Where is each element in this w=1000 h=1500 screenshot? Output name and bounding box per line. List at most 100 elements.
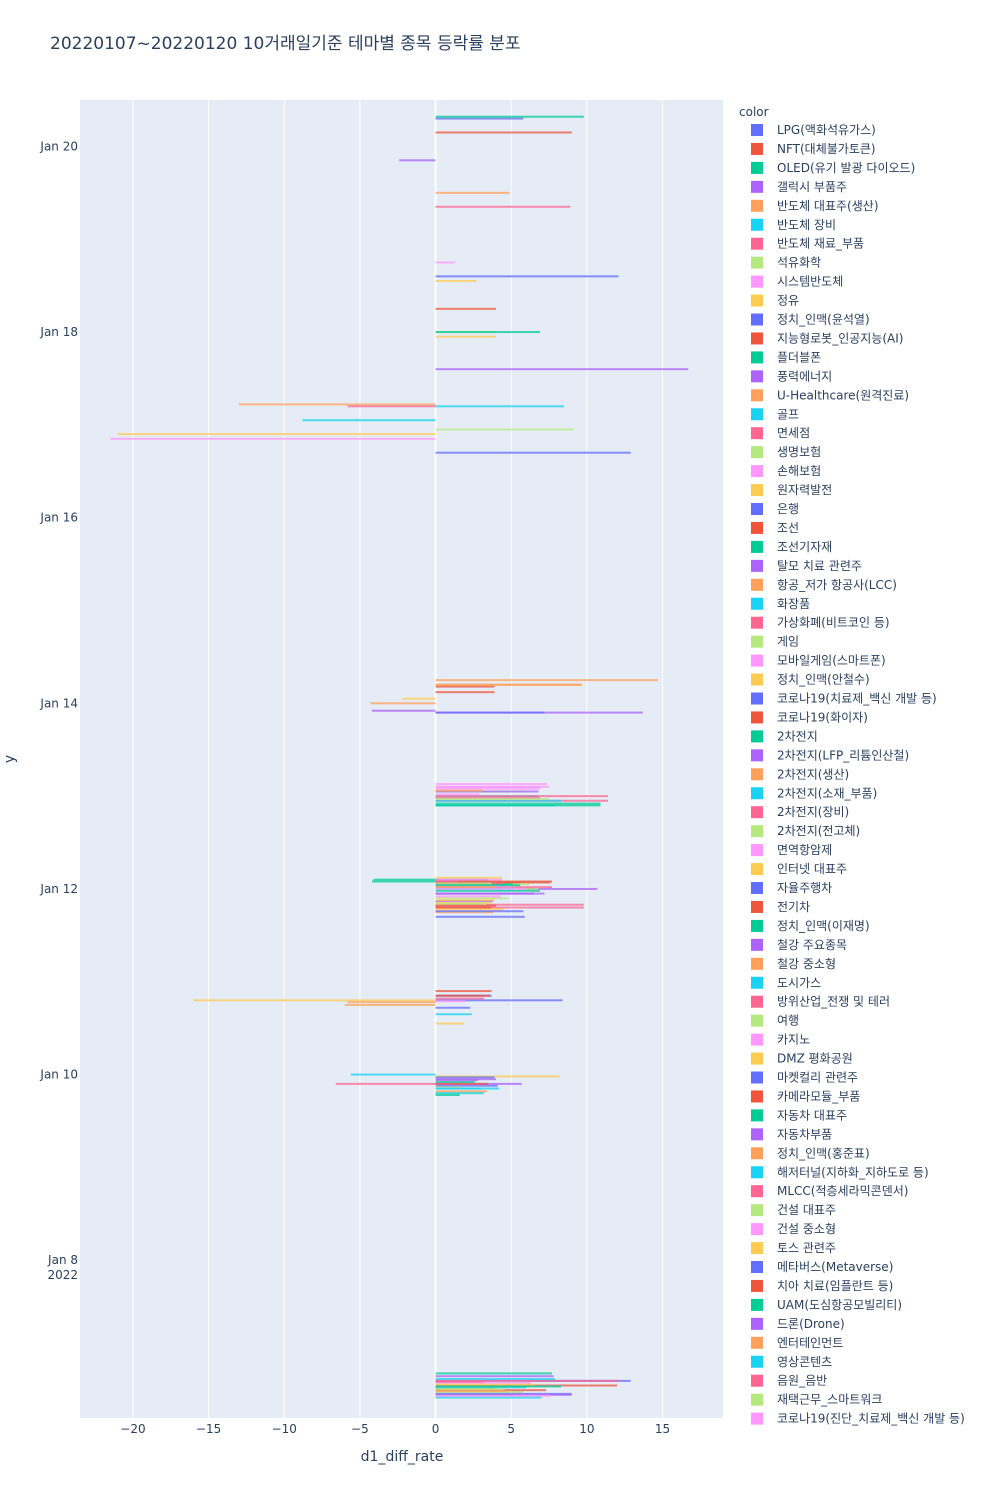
legend-item-label[interactable]: 치아 치료(임플란트 등)	[777, 1279, 893, 1293]
legend-swatch[interactable]	[751, 275, 763, 288]
legend-item-label[interactable]: 화장품	[777, 597, 810, 611]
legend-swatch[interactable]	[751, 1412, 763, 1425]
legend-swatch[interactable]	[751, 938, 763, 951]
legend-item-label[interactable]: NFT(대체불가토큰)	[777, 142, 876, 156]
legend-item-label[interactable]: 골프	[777, 407, 799, 421]
legend-swatch[interactable]	[751, 1336, 763, 1349]
legend-item-label[interactable]: 철강 중소형	[777, 957, 836, 971]
legend-swatch[interactable]	[751, 351, 763, 364]
legend-item-label[interactable]: U-Healthcare(원격진료)	[777, 388, 909, 402]
legend-item-label[interactable]: 2차전지(소재_부품)	[777, 786, 877, 800]
legend-item-label[interactable]: MLCC(적층세라믹콘덴서)	[777, 1184, 908, 1198]
legend-item-label[interactable]: 건설 대표주	[777, 1203, 836, 1217]
legend-swatch[interactable]	[751, 1128, 763, 1141]
legend-item-label[interactable]: UAM(도심항공모빌리티)	[777, 1298, 902, 1312]
legend-item-label[interactable]: 자동차부품	[777, 1127, 832, 1141]
legend-swatch[interactable]	[751, 976, 763, 989]
legend-item-label[interactable]: 카지노	[777, 1033, 810, 1047]
legend-swatch[interactable]	[751, 919, 763, 932]
legend-swatch[interactable]	[751, 142, 763, 155]
legend-item-label[interactable]: 플더블폰	[777, 350, 821, 364]
legend-swatch[interactable]	[751, 294, 763, 307]
legend-item-label[interactable]: 코로나19(치료제_백신 개발 등)	[777, 692, 937, 706]
legend-item-label[interactable]: 건설 중소형	[777, 1222, 836, 1236]
legend-item-label[interactable]: 은행	[777, 501, 799, 516]
legend-swatch[interactable]	[751, 635, 763, 648]
legend-item-label[interactable]: 갤럭시 부품주	[777, 180, 847, 194]
legend-item-label[interactable]: 정유	[777, 294, 799, 308]
legend-item-label[interactable]: 지능형로봇_인공지능(AI)	[777, 331, 903, 345]
legend-item-label[interactable]: 영상콘텐츠	[777, 1355, 832, 1369]
legend-item-label[interactable]: 방위산업_전쟁 및 테러	[777, 995, 890, 1009]
legend-swatch[interactable]	[751, 124, 763, 136]
legend-swatch[interactable]	[751, 654, 763, 667]
legend-swatch[interactable]	[751, 180, 763, 193]
legend-item-label[interactable]: DMZ 평화공원	[777, 1052, 853, 1066]
legend-swatch[interactable]	[751, 1185, 763, 1198]
legend-swatch[interactable]	[751, 199, 763, 212]
legend-item-label[interactable]: 모바일게임(스마트폰)	[777, 654, 886, 668]
legend-swatch[interactable]	[751, 218, 763, 231]
legend-swatch[interactable]	[751, 825, 763, 838]
legend-swatch[interactable]	[751, 1374, 763, 1387]
legend-swatch[interactable]	[751, 673, 763, 686]
legend-swatch[interactable]	[751, 1242, 763, 1255]
legend-swatch[interactable]	[751, 616, 763, 629]
legend-item-label[interactable]: 반도체 장비	[777, 218, 836, 232]
legend-item-label[interactable]: 정치_인맥(윤석열)	[777, 313, 870, 327]
legend-item-label[interactable]: 석유화학	[777, 256, 821, 270]
legend-swatch[interactable]	[751, 559, 763, 572]
legend-swatch[interactable]	[751, 806, 763, 819]
legend-item-label[interactable]: 면역항암제	[777, 843, 832, 857]
legend-item-label[interactable]: 반도체 대표주(생산)	[777, 199, 879, 213]
legend-swatch[interactable]	[751, 882, 763, 894]
legend-item-label[interactable]: OLED(유기 발광 다이오드)	[777, 161, 915, 175]
legend-swatch[interactable]	[751, 1071, 763, 1084]
legend-item-label[interactable]: 손해보험	[777, 464, 821, 478]
legend-swatch[interactable]	[751, 711, 763, 724]
legend-item-label[interactable]: 원자력발전	[777, 483, 832, 497]
legend-swatch[interactable]	[751, 768, 763, 781]
legend-item-label[interactable]: 2차전지	[777, 729, 818, 743]
legend-swatch[interactable]	[751, 1298, 763, 1311]
legend-item-label[interactable]: 음원_음반	[777, 1374, 827, 1388]
legend-swatch[interactable]	[751, 787, 763, 800]
legend-item-label[interactable]: 가상화폐(비트코인 등)	[777, 616, 890, 630]
legend-swatch[interactable]	[751, 1261, 763, 1273]
legend-swatch[interactable]	[751, 1279, 763, 1292]
legend-item-label[interactable]: 2차전지(생산)	[777, 767, 849, 781]
legend-swatch[interactable]	[751, 521, 763, 534]
legend-swatch[interactable]	[751, 1204, 763, 1217]
legend-swatch[interactable]	[751, 1317, 763, 1330]
legend-item-label[interactable]: 여행	[777, 1013, 799, 1028]
legend-item-label[interactable]: 코로나19(진단_치료제_백신 개발 등)	[777, 1412, 965, 1426]
legend-item-label[interactable]: 카메라모듈_부품	[777, 1089, 860, 1103]
legend-swatch[interactable]	[751, 995, 763, 1008]
legend-swatch[interactable]	[751, 1393, 763, 1406]
legend-swatch[interactable]	[751, 446, 763, 459]
legend-item-label[interactable]: 풍력에너지	[777, 369, 832, 383]
legend-item-label[interactable]: 철강 주요종목	[777, 938, 847, 952]
legend-swatch[interactable]	[751, 730, 763, 743]
legend-item-label[interactable]: 전기차	[777, 900, 810, 914]
legend-swatch[interactable]	[751, 1147, 763, 1160]
legend-item-label[interactable]: 재택근무_스마트워크	[777, 1393, 882, 1407]
legend-item-label[interactable]: 자율주행차	[777, 880, 832, 895]
legend-item-label[interactable]: 정치_인맥(안철수)	[777, 673, 870, 687]
legend-swatch[interactable]	[751, 749, 763, 762]
legend-item-label[interactable]: 해저터널(지하화_지하도로 등)	[777, 1165, 929, 1179]
legend-swatch[interactable]	[751, 161, 763, 174]
legend-item-label[interactable]: 자동차 대표주	[777, 1108, 847, 1122]
legend-item-label[interactable]: 마켓컬리 관련주	[777, 1071, 858, 1085]
legend-item-label[interactable]: 토스 관련주	[777, 1241, 836, 1255]
legend-swatch[interactable]	[751, 484, 763, 497]
legend-swatch[interactable]	[751, 237, 763, 250]
legend-item-label[interactable]: 생명보험	[777, 445, 821, 459]
legend-item-label[interactable]: 인터넷 대표주	[777, 862, 847, 876]
legend-item-label[interactable]: 조선기자재	[777, 540, 832, 554]
legend-swatch[interactable]	[751, 957, 763, 970]
legend-item-label[interactable]: 항공_저가 항공사(LCC)	[777, 578, 897, 592]
legend-swatch[interactable]	[751, 578, 763, 591]
legend-item-label[interactable]: 반도체 재료_부품	[777, 237, 864, 251]
legend-swatch[interactable]	[751, 692, 763, 705]
